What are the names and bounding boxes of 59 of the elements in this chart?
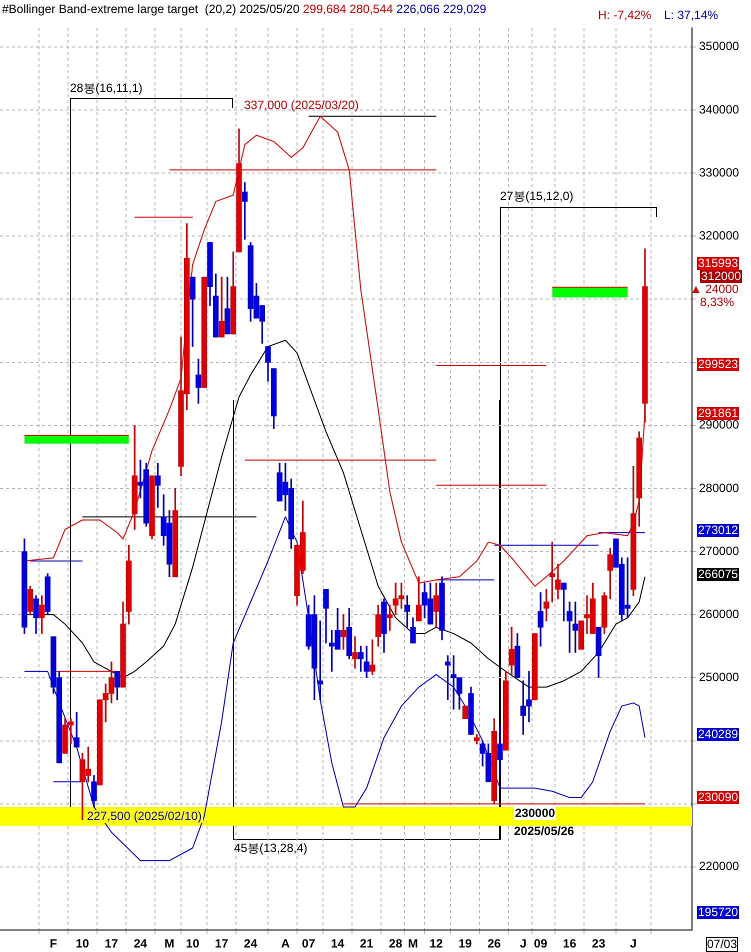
text: 273012 [697,523,740,537]
text: 299,684 280,544 [302,2,393,16]
x-tick-label: 07 [302,936,316,951]
text: 299523 [697,357,740,371]
y-tick-label: 340000 [699,102,740,116]
text: 230090 [697,790,740,804]
x-tick-label: 28 [388,936,403,951]
candlestick [532,633,538,700]
x-tick-label: 09 [534,936,548,951]
text: 291861 [697,406,740,420]
text: H: -7,42% [598,8,652,22]
x-tick-label: 17 [104,936,118,951]
y-tick-label: 320000 [699,228,740,242]
text: 315993 [697,256,740,270]
y-tick-label: 350000 [699,39,740,54]
y-tick-label: 250000 [699,670,740,684]
text: 8,33% [700,295,734,309]
y-tick-label: 330000 [699,165,740,180]
x-tick-label: M [164,936,174,951]
text: 226,066 229,029 [395,2,486,16]
text: 07/03 [706,937,738,952]
x-tick-label: F [50,936,58,951]
annotation: 27봉(15,12,0) [500,189,574,203]
x-tick-label: 21 [360,936,374,951]
x-tick-label: 10 [76,936,90,951]
x-tick-label: J [630,936,637,951]
y-tick-label: 270000 [699,544,740,558]
x-tick-label: 24 [244,936,258,951]
candlestick [462,706,468,720]
candlestick [201,276,208,388]
x-tick-label: A [281,936,290,951]
annotation: 2025/05/26 [514,824,574,838]
x-tick-label: 26 [487,936,502,951]
y-tick-label: 220000 [699,859,740,874]
x-tick-label: 10 [186,936,200,951]
chart-title: #Bollinger Band-extreme large target (20,2) 2025/05/20 [2,2,300,16]
text: 266075 [697,567,740,581]
text: L: 37,14% [664,8,718,22]
text: 240289 [697,727,740,741]
x-tick-label: M [408,936,418,951]
y-tick-label: 260000 [699,606,740,621]
y-tick-label: 290000 [699,418,740,432]
y-tick-label: 280000 [699,480,740,495]
annotation: 230000 [514,806,556,820]
annotation: 45봉(13,28,4) [234,841,308,855]
text: 195720 [697,905,740,919]
annotation: 337,000 (2025/03/20) [244,98,359,112]
x-tick-label: J [520,936,527,951]
x-tick-label: 16 [562,936,577,951]
x-tick-label: 12 [430,936,444,951]
text: ▲ 24000 [690,282,739,296]
x-tick-label: 19 [458,936,472,951]
x-tick-label: 23 [592,936,606,951]
annotation: 28봉(16,11,1) [70,81,142,95]
x-tick-label: 14 [330,936,345,951]
text: 312000 [700,269,742,283]
x-tick-label: 17 [214,936,229,951]
x-tick-label: 24 [134,936,148,951]
annotation: 227,500 (2025/02/10) [86,809,203,823]
